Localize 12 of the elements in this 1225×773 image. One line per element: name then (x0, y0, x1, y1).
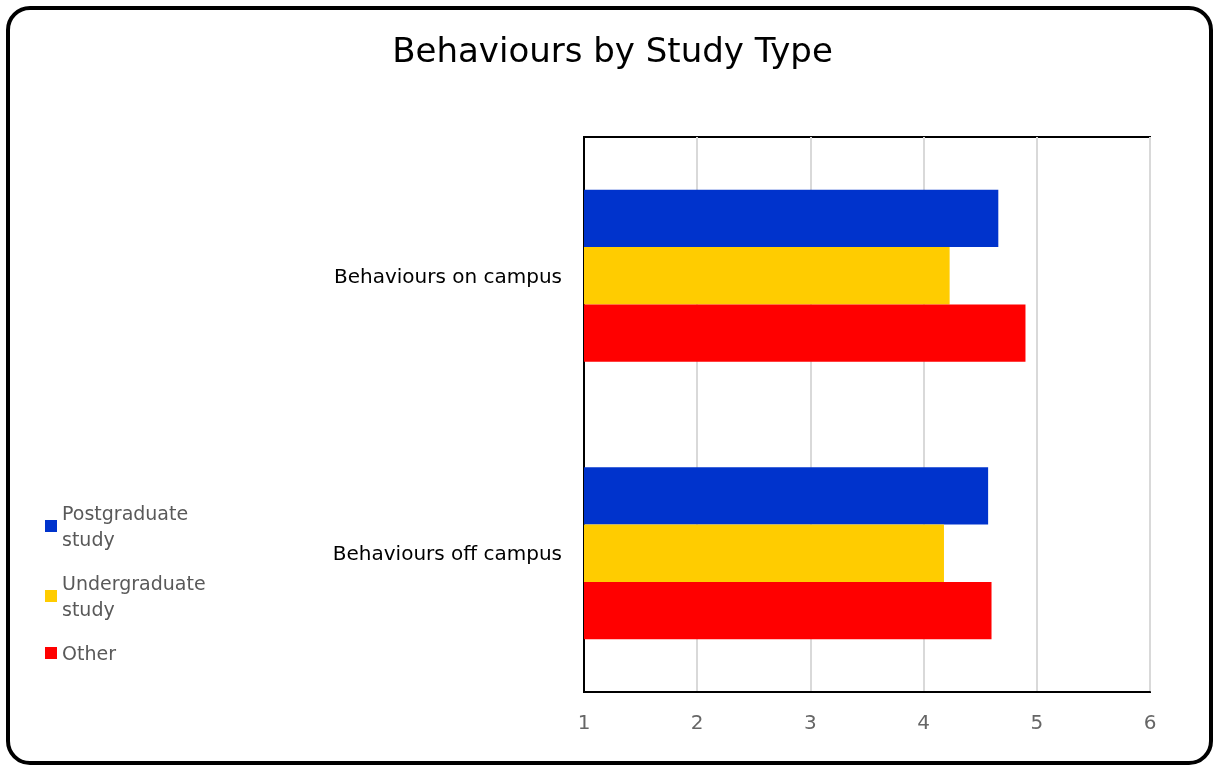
x-tick-label: 5 (1030, 710, 1044, 734)
legend-label: Undergraduate study (62, 572, 212, 620)
legend-label: Other (62, 642, 117, 664)
chart-title: Behaviours by Study Type (392, 30, 833, 70)
y-tick-label: Behaviours off campus (332, 541, 562, 566)
x-tick-label: 6 (1143, 710, 1157, 734)
x-tick-label: 4 (917, 710, 930, 734)
x-tick-label: 1 (577, 710, 591, 734)
x-tick-label: 3 (804, 710, 817, 734)
x-tick-label: 2 (690, 710, 704, 734)
legend-label: Postgraduate study (62, 502, 195, 550)
y-tick-label: Behaviours on campus (333, 263, 562, 288)
